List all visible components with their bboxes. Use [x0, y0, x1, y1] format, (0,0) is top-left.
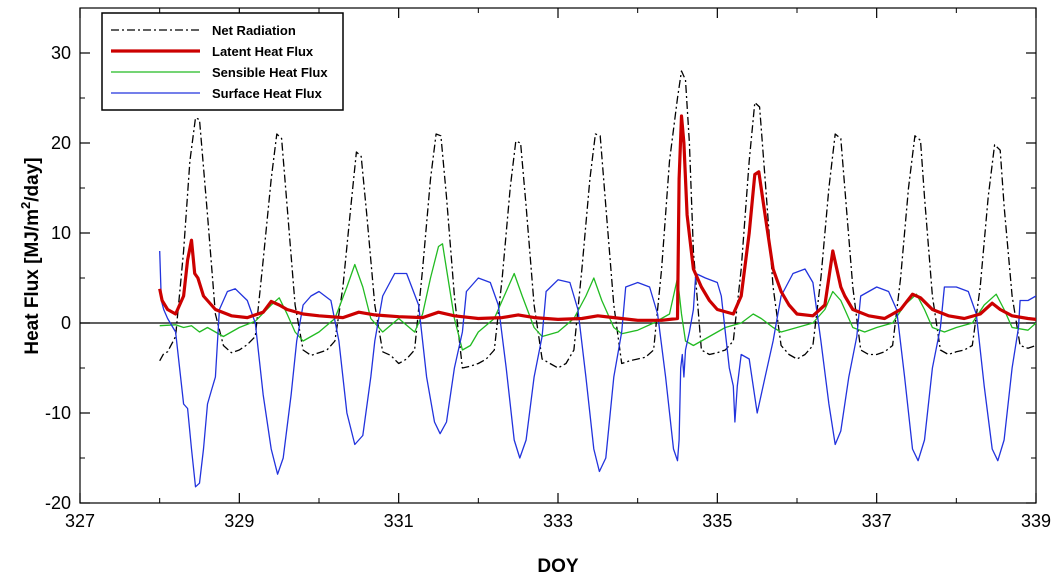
series-layer — [158, 70, 1036, 488]
x-tick-label: 327 — [65, 511, 95, 531]
y-tick-label: -20 — [45, 493, 71, 513]
x-axis-title: DOY — [537, 556, 579, 577]
x-tick-label: 333 — [543, 511, 573, 531]
x-tick-label: 331 — [384, 511, 414, 531]
series-sensible-heat-flux — [159, 243, 1036, 351]
legend-box — [101, 12, 344, 111]
axis-ticks: 327 329 331 333 335 337 339 -20 -10 0 10 20 30 — [45, 8, 1051, 531]
legend-label-latent-heat-flux: Latent Heat Flux — [212, 44, 314, 59]
legend-label-sensible-heat-flux: Sensible Heat Flux — [212, 65, 328, 80]
y-axis-title: Heat Flux [MJ/m2/day] — [18, 157, 43, 354]
x-tick-label: 337 — [862, 511, 892, 531]
y-tick-label: 20 — [51, 133, 71, 153]
legend: Net Radiation Latent Heat Flux Sensible He… — [101, 12, 344, 111]
x-tick-label: 339 — [1021, 511, 1051, 531]
y-tick-label: 0 — [61, 313, 71, 333]
legend-label-net-radiation: Net Radiation — [212, 23, 296, 38]
series-surface-heat-flux — [159, 250, 1036, 488]
x-tick-label: 335 — [702, 511, 732, 531]
y-tick-label: -10 — [45, 403, 71, 423]
series-latent-heat-flux — [158, 114, 1036, 322]
y-tick-label: 10 — [51, 223, 71, 243]
legend-label-surface-heat-flux: Surface Heat Flux — [212, 86, 323, 101]
x-tick-label: 329 — [224, 511, 254, 531]
y-tick-label: 30 — [51, 43, 71, 63]
